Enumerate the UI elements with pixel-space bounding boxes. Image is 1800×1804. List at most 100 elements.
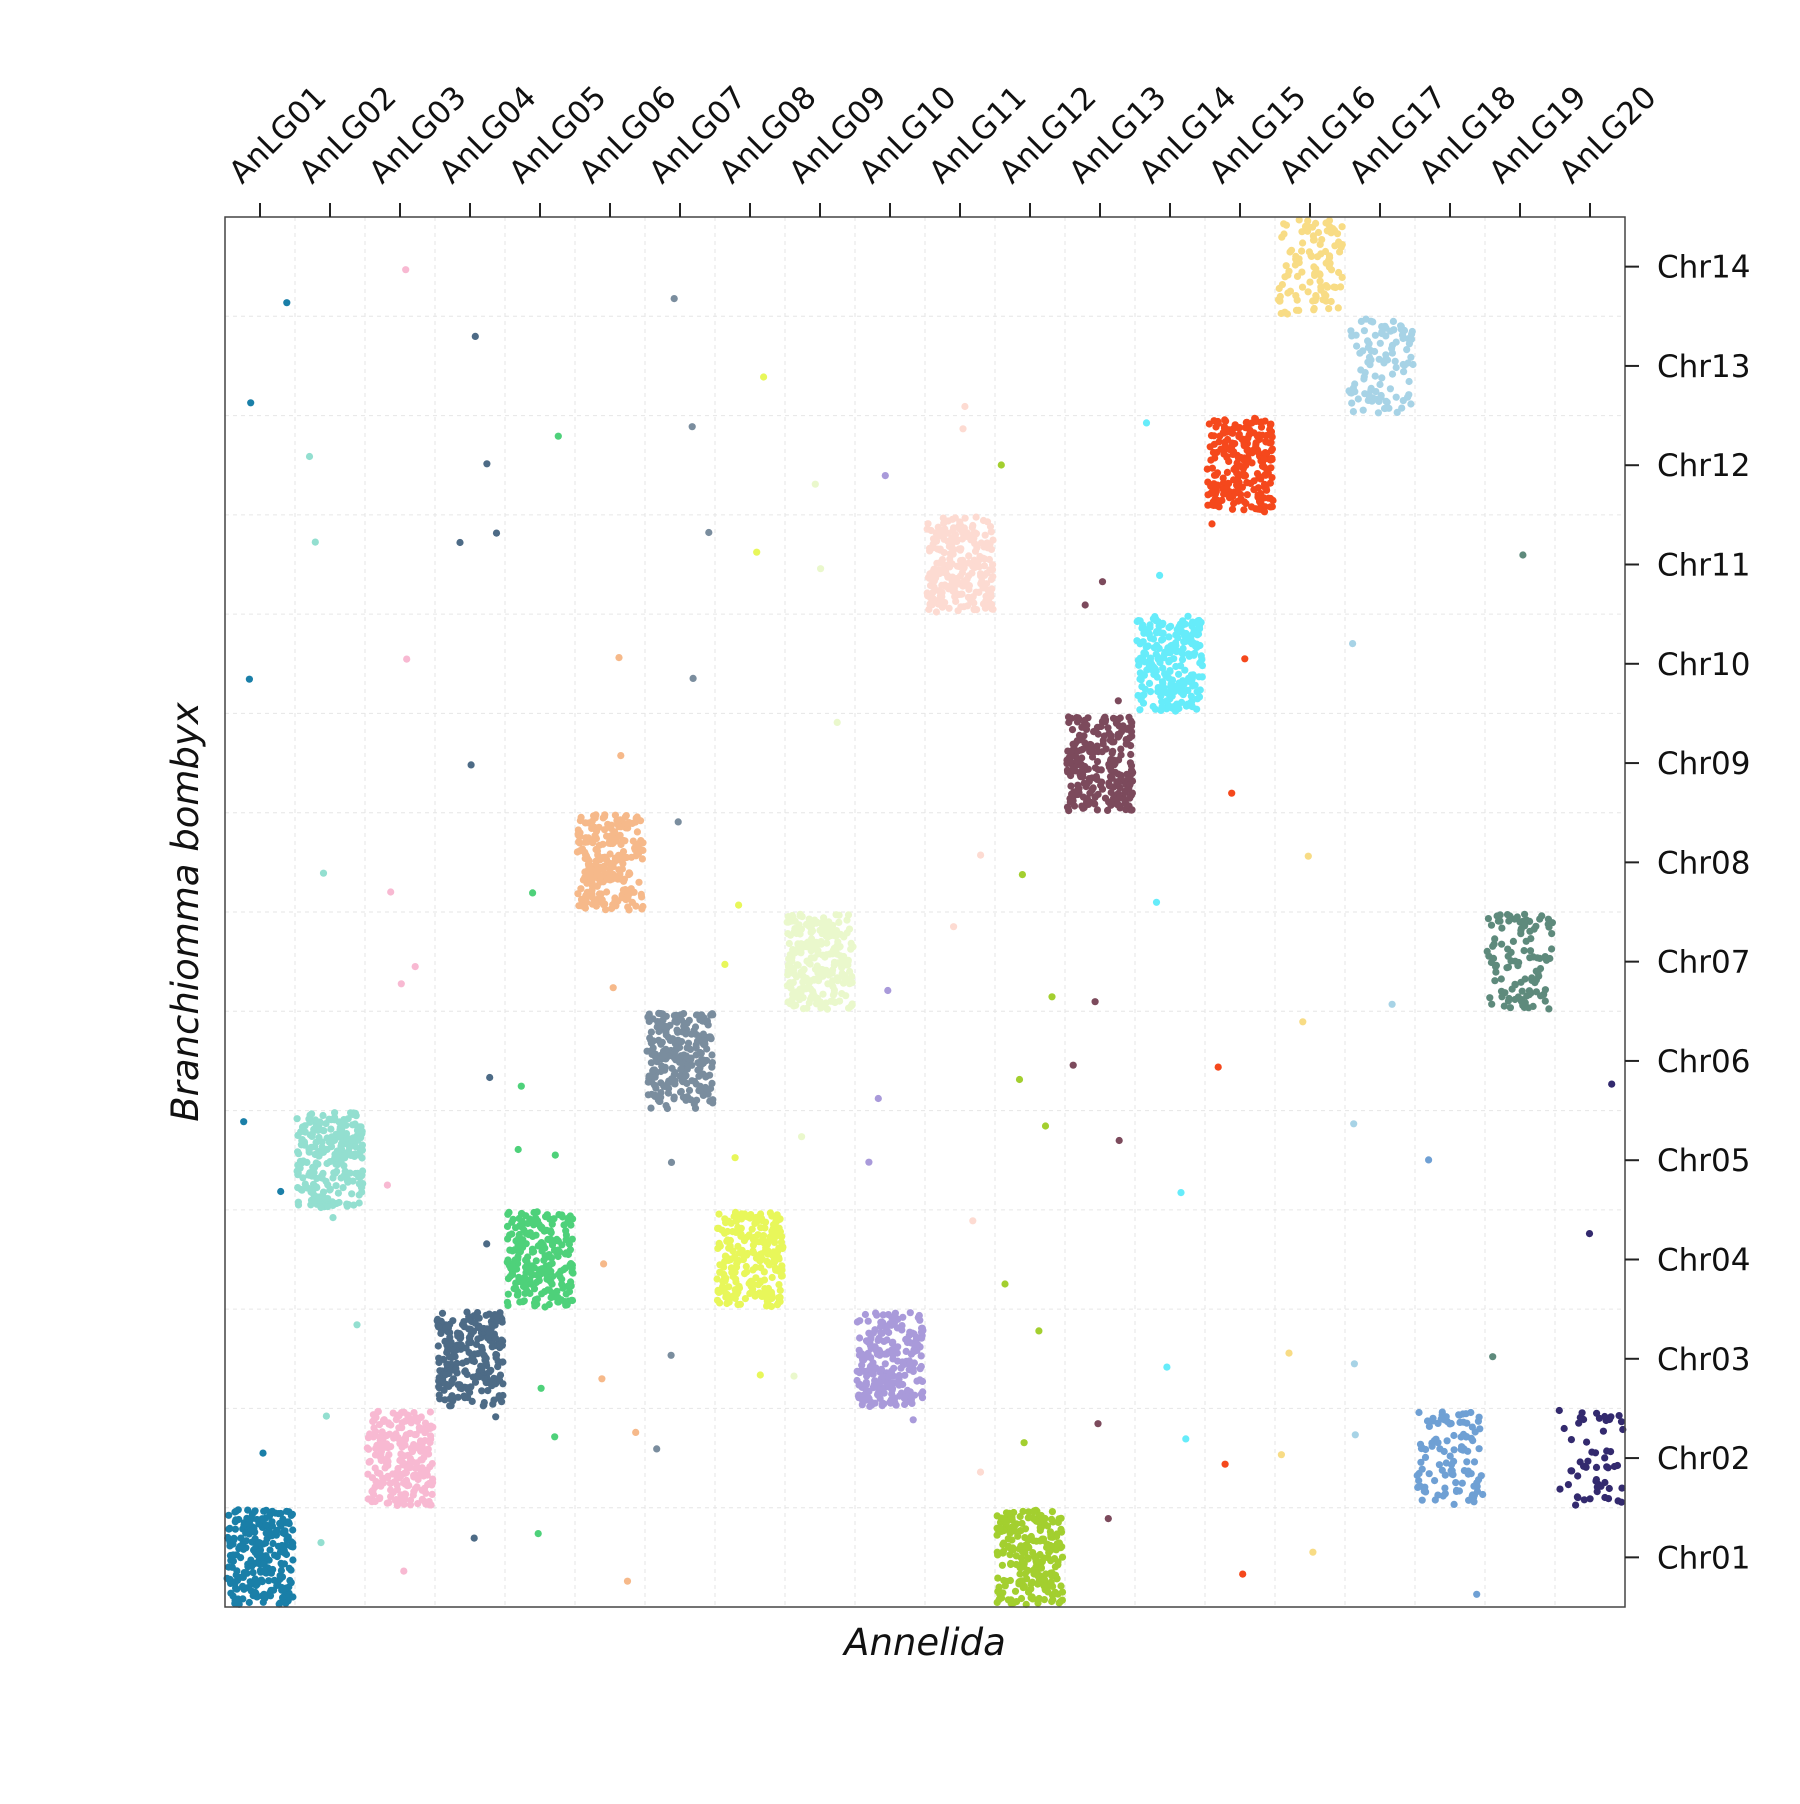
data-point [964, 582, 972, 591]
data-point [675, 1058, 684, 1066]
data-point [1284, 289, 1292, 297]
data-point [975, 555, 984, 564]
data-point [1187, 692, 1195, 700]
data-point [314, 1160, 322, 1168]
data-point [1029, 1549, 1037, 1557]
data-point [389, 1409, 397, 1417]
data-point [777, 1238, 786, 1246]
data-point [228, 1579, 236, 1587]
data-point [547, 1235, 555, 1243]
data-point [602, 906, 610, 914]
data-point [760, 373, 768, 381]
data-point [833, 718, 841, 727]
data-point [313, 1174, 321, 1183]
data-points [223, 216, 1627, 1608]
data-point [486, 1328, 494, 1336]
data-point [819, 990, 827, 998]
data-point [269, 1539, 277, 1548]
data-point [492, 1413, 500, 1421]
data-point [1104, 1515, 1112, 1523]
data-point [1179, 691, 1187, 699]
data-point [1214, 1063, 1222, 1071]
data-point [1403, 346, 1411, 354]
data-point [1025, 1508, 1033, 1516]
data-point [977, 580, 985, 588]
data-point [1040, 1596, 1048, 1604]
data-point [1298, 268, 1306, 276]
data-point [420, 1484, 429, 1492]
data-point [1376, 380, 1384, 389]
data-point [892, 1401, 900, 1409]
data-point [1009, 1546, 1017, 1554]
data-point [306, 1118, 314, 1126]
data-point [865, 1329, 873, 1337]
data-point [1548, 945, 1556, 953]
data-point [1450, 1446, 1458, 1454]
data-point [446, 1333, 454, 1341]
data-point [606, 850, 614, 858]
data-point [414, 1500, 422, 1508]
data-point [1156, 571, 1164, 580]
data-point [442, 1371, 450, 1379]
y-tick-label: Chr12 [1657, 448, 1750, 484]
data-point [961, 514, 969, 522]
data-point [691, 1023, 700, 1031]
data-point [909, 1367, 917, 1375]
data-point [363, 1444, 371, 1452]
data-point [466, 1335, 474, 1343]
data-point [1425, 1422, 1433, 1430]
data-point [1541, 997, 1549, 1005]
data-point [1240, 471, 1249, 479]
data-point [875, 1334, 883, 1342]
data-point [1157, 692, 1165, 700]
data-point [1299, 1018, 1307, 1026]
data-point [1041, 1122, 1050, 1130]
data-point [259, 1449, 267, 1457]
data-point [245, 1520, 253, 1528]
data-point [983, 569, 991, 577]
data-point [1107, 766, 1115, 774]
data-point [1468, 1492, 1476, 1501]
data-point [1152, 898, 1161, 906]
data-point [1314, 228, 1323, 237]
data-point [308, 1110, 316, 1118]
data-point [1083, 780, 1091, 788]
data-point [769, 1251, 777, 1259]
data-point [1389, 317, 1397, 325]
data-point [387, 888, 395, 896]
data-point [692, 1011, 701, 1019]
data-point [1165, 633, 1173, 641]
data-point [764, 1286, 772, 1294]
data-point [914, 1340, 922, 1348]
data-point [311, 538, 319, 546]
data-point [427, 1480, 435, 1488]
data-point [601, 811, 609, 819]
y-tick-label: Chr03 [1657, 1342, 1750, 1378]
data-point [1112, 715, 1121, 724]
data-point [611, 894, 619, 902]
data-point [1604, 1464, 1612, 1472]
data-point [1098, 785, 1107, 793]
data-point [1392, 338, 1400, 346]
data-point [518, 1217, 526, 1225]
data-point [1091, 793, 1099, 801]
data-point [1208, 488, 1216, 496]
data-point [1599, 1427, 1607, 1435]
data-point [353, 1321, 361, 1329]
data-point [678, 1077, 686, 1085]
data-point [1230, 476, 1238, 484]
data-point [384, 1472, 392, 1480]
data-point [416, 1437, 425, 1445]
data-point [884, 1311, 893, 1319]
data-point [317, 1539, 325, 1547]
data-point [885, 1383, 893, 1391]
data-point [1114, 697, 1122, 705]
data-point [412, 1414, 420, 1422]
data-point [348, 1137, 356, 1145]
data-point [386, 1479, 394, 1487]
data-point [1325, 263, 1333, 271]
data-point [926, 600, 934, 608]
data-point [706, 1033, 715, 1041]
data-point [695, 1072, 703, 1080]
data-point [1456, 1418, 1464, 1426]
